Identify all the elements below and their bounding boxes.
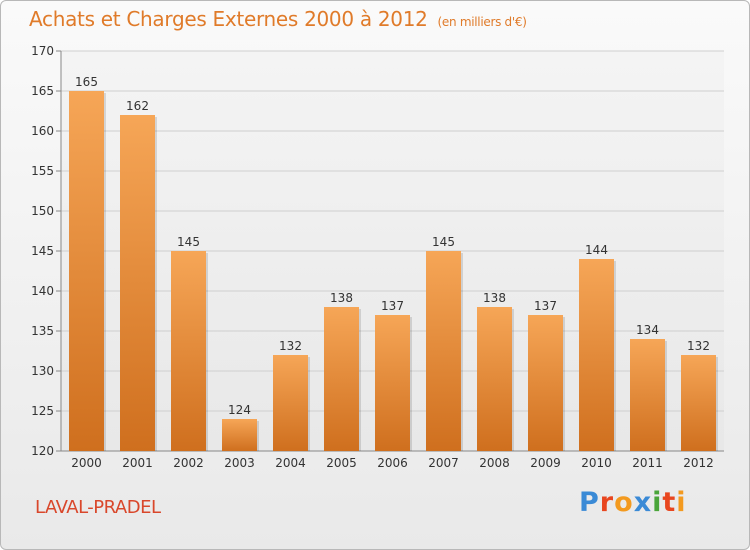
value-label: 134 [636, 323, 659, 337]
logo-letter: t [662, 487, 677, 518]
value-labels: 165 162 145 124 132 138 137 145 138 137 144 134 132 [75, 75, 710, 417]
commune-name: LAVAL-PRADEL [35, 497, 161, 518]
y-tick-label: 140 [31, 284, 54, 298]
x-tick-label: 2009 [530, 456, 561, 470]
value-label: 144 [585, 243, 608, 257]
logo-letter: x [633, 487, 653, 518]
bar-2004[interactable] [273, 355, 308, 451]
x-tick-label: 2007 [428, 456, 459, 470]
value-label: 137 [534, 299, 557, 313]
x-tick-label: 2006 [377, 456, 408, 470]
x-tick-label: 2004 [275, 456, 306, 470]
logo-letter: r [599, 487, 615, 518]
x-tick-label: 2003 [224, 456, 255, 470]
x-tick-label: 2005 [326, 456, 357, 470]
y-tick-label: 145 [31, 244, 54, 258]
y-tick-label: 130 [31, 364, 54, 378]
y-tick-label: 125 [31, 404, 54, 418]
value-label: 137 [381, 299, 404, 313]
x-tick-label: 2001 [122, 456, 153, 470]
value-label: 145 [432, 235, 455, 249]
value-label: 162 [126, 99, 149, 113]
x-tick-label: 2010 [581, 456, 612, 470]
x-tick-label: 2002 [173, 456, 204, 470]
value-label: 138 [483, 291, 506, 305]
bar-2005[interactable] [324, 307, 359, 451]
y-tick-label: 160 [31, 124, 54, 138]
value-label: 132 [279, 339, 302, 353]
value-label: 124 [228, 403, 251, 417]
y-tick-label: 150 [31, 204, 54, 218]
logo-letter: i [676, 487, 687, 518]
bar-2007[interactable] [426, 251, 461, 451]
chart-title: Achats et Charges Externes 2000 à 2012 (e… [29, 7, 527, 31]
y-tick-label: 170 [31, 44, 54, 58]
bar-2002[interactable] [171, 251, 206, 451]
logo-letter: i [652, 487, 663, 518]
y-tick-label: 135 [31, 324, 54, 338]
bar-2009[interactable] [528, 315, 563, 451]
y-tick-label: 165 [31, 84, 54, 98]
proxiti-logo[interactable]: Proxiti [579, 487, 687, 518]
logo-letter: o [614, 487, 634, 518]
x-tick-label: 2011 [632, 456, 663, 470]
bar-2001[interactable] [120, 115, 155, 451]
y-tick-label: 120 [31, 444, 54, 458]
bars [69, 91, 718, 451]
value-label: 138 [330, 291, 353, 305]
logo-letter: P [579, 487, 600, 518]
value-label: 132 [687, 339, 710, 353]
bar-2010[interactable] [579, 259, 614, 451]
bar-2008[interactable] [477, 307, 512, 451]
chart-unit: (en milliers d'€) [437, 15, 527, 29]
x-tick-label: 2008 [479, 456, 510, 470]
bar-2003[interactable] [222, 419, 257, 451]
value-label: 145 [177, 235, 200, 249]
value-label: 165 [75, 75, 98, 89]
x-axis: 2000 2001 2002 2003 2004 2005 2006 2007 2008 2009… [71, 456, 714, 470]
chart-title-text: Achats et Charges Externes 2000 à 2012 [29, 7, 428, 31]
x-tick-label: 2012 [683, 456, 714, 470]
bar-2012[interactable] [681, 355, 716, 451]
x-tick-label: 2000 [71, 456, 102, 470]
bar-2006[interactable] [375, 315, 410, 451]
y-tick-label: 155 [31, 164, 54, 178]
bar-2011[interactable] [630, 339, 665, 451]
bar-2000[interactable] [69, 91, 104, 451]
